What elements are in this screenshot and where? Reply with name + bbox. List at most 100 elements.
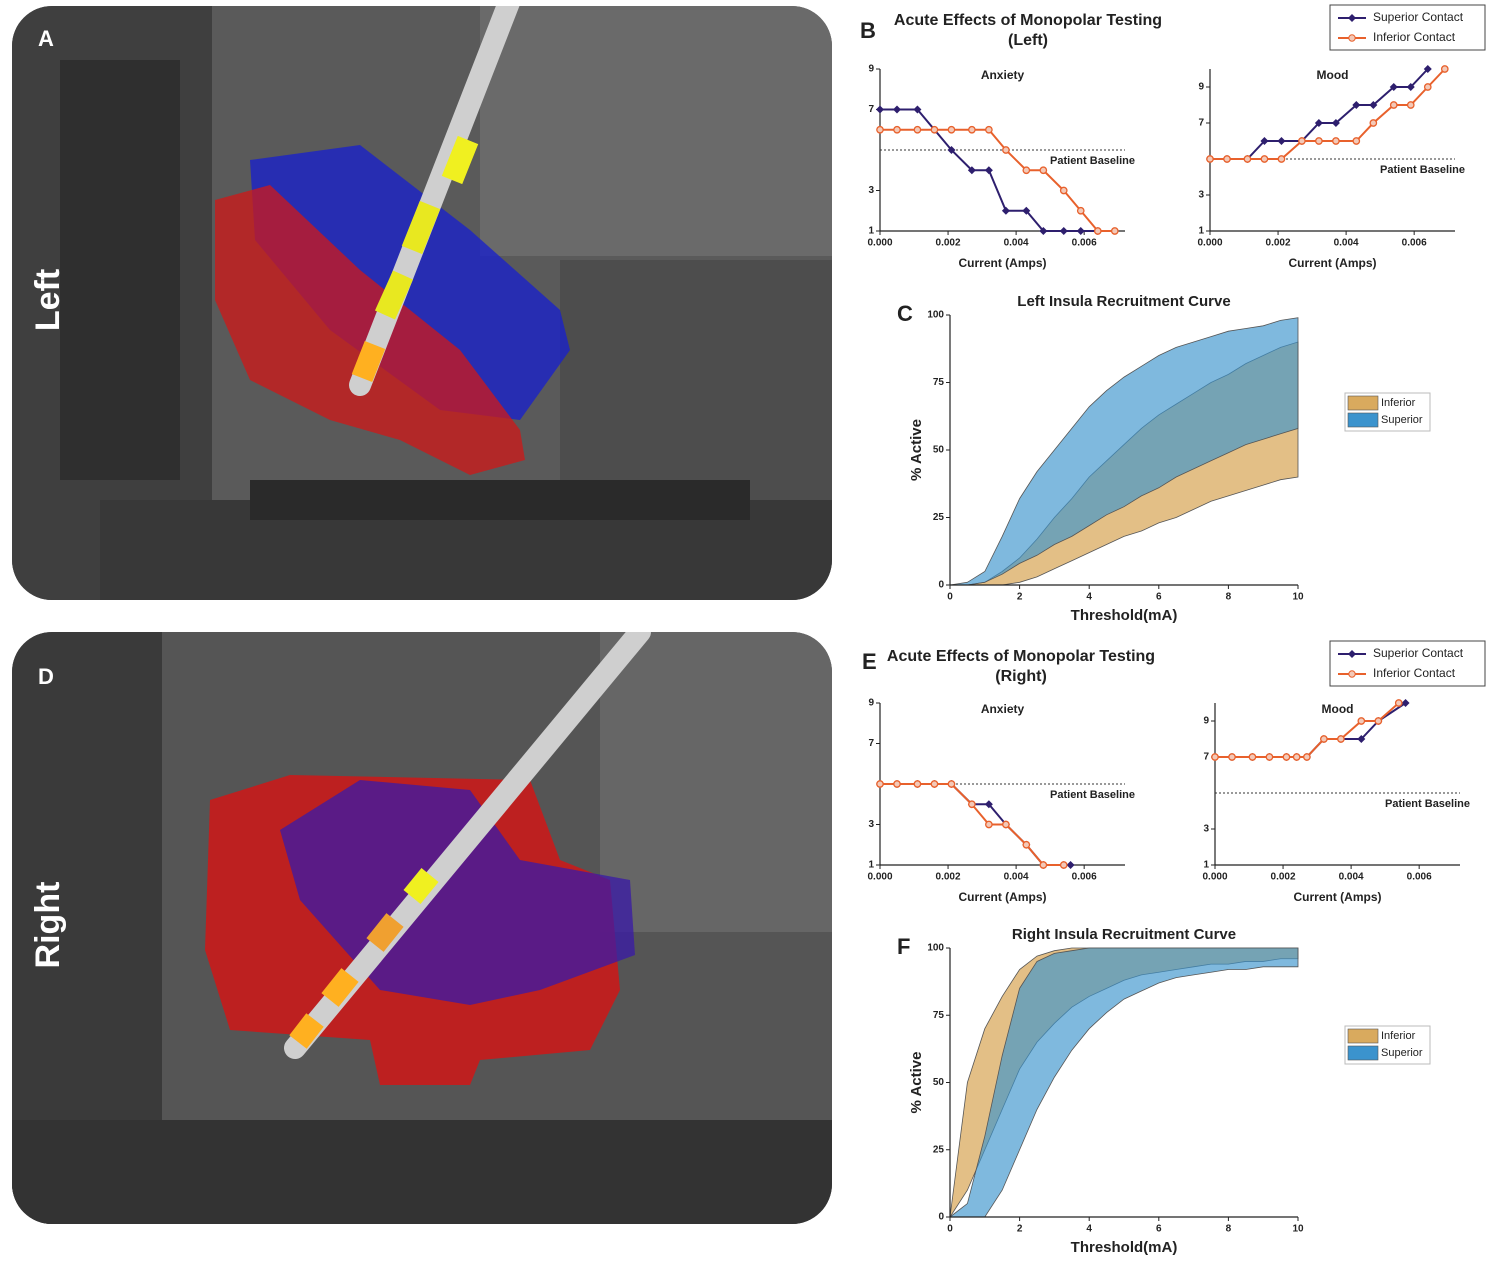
chart-title: Right Insula Recruitment Curve (1012, 926, 1236, 943)
marker (947, 146, 956, 154)
x-tick-label: 2 (1017, 592, 1023, 603)
x-tick-label: 0.002 (1271, 872, 1296, 883)
y-tick-label: 7 (868, 104, 874, 115)
marker (1039, 861, 1048, 869)
marker (1206, 155, 1214, 163)
y-tick-label: 75 (933, 1010, 945, 1021)
x-tick-label: 8 (1226, 1224, 1232, 1235)
marker (1440, 65, 1449, 73)
marker (1331, 119, 1340, 127)
x-axis-label: Current (Amps) (1288, 256, 1376, 270)
panel-label: F (897, 934, 910, 959)
side-label: Left (29, 269, 67, 331)
marker (930, 780, 939, 788)
chart-title: Anxiety (981, 702, 1025, 716)
marker (876, 105, 884, 114)
marker (1277, 155, 1286, 163)
legend-marker (1348, 14, 1356, 22)
brain-render-right (12, 632, 832, 1224)
x-tick-label: 0 (947, 592, 953, 603)
x-tick-label: 2 (1017, 1224, 1023, 1235)
y-tick-label: 3 (868, 819, 874, 830)
chart-title: Left Insula Recruitment Curve (1017, 293, 1230, 310)
marker (1282, 753, 1291, 761)
marker (1277, 137, 1286, 145)
marker (893, 780, 901, 788)
y-tick-label: 0 (938, 580, 944, 591)
y-tick-label: 1 (868, 860, 874, 871)
y-tick-label: 0 (938, 1212, 944, 1223)
x-tick-label: 0.004 (1334, 238, 1359, 249)
range-band (949, 317, 1299, 586)
y-tick-label: 9 (868, 64, 874, 75)
panel-label: B (860, 18, 876, 43)
y-tick-label: 9 (1203, 716, 1209, 727)
marker (1394, 699, 1403, 707)
marker (1265, 753, 1274, 761)
x-tick-label: 10 (1292, 592, 1304, 603)
x-tick-label: 0.000 (1202, 872, 1227, 883)
marker (1260, 155, 1269, 163)
y-tick-label: 75 (933, 377, 945, 388)
y-tick-label: 3 (1203, 824, 1209, 835)
marker (1352, 137, 1361, 145)
marker (1406, 83, 1415, 91)
x-tick-label: 0.004 (1004, 872, 1029, 883)
marker (1298, 137, 1306, 145)
legend-swatch (1347, 1028, 1379, 1044)
x-tick-label: 0.006 (1072, 872, 1097, 883)
x-axis-label: Threshold(mA) (1071, 607, 1178, 624)
baseline-label: Patient Baseline (1050, 155, 1135, 167)
marker (1315, 137, 1323, 145)
y-axis-label: % Active (908, 419, 925, 481)
marker (1423, 65, 1432, 73)
legend-box (1329, 4, 1486, 51)
marker (1223, 155, 1231, 163)
x-tick-label: 10 (1292, 1224, 1304, 1235)
y-tick-label: 9 (868, 698, 874, 709)
y-tick-label: 7 (1198, 118, 1204, 129)
marker (1389, 101, 1398, 109)
x-tick-label: 0.000 (867, 238, 892, 249)
y-tick-label: 1 (868, 226, 874, 237)
marker (1369, 101, 1378, 109)
marker (1389, 83, 1398, 91)
legend-label: Inferior Contact (1373, 666, 1456, 680)
marker (876, 780, 884, 788)
x-tick-label: 4 (1086, 1224, 1092, 1235)
marker (876, 125, 884, 134)
y-tick-label: 7 (1203, 752, 1209, 763)
series-line (1215, 702, 1407, 758)
marker (1352, 101, 1361, 109)
marker (984, 800, 993, 809)
marker (985, 125, 993, 134)
x-tick-label: 0.004 (1339, 872, 1364, 883)
marker (1022, 206, 1031, 215)
marker (985, 820, 993, 829)
marker (968, 800, 976, 809)
marker (947, 125, 956, 134)
x-tick-label: 8 (1226, 592, 1232, 603)
marker (893, 125, 901, 134)
marker (967, 166, 976, 175)
x-tick-label: 0.002 (936, 238, 961, 249)
marker (1369, 119, 1378, 127)
marker (893, 105, 902, 114)
y-axis-label: % Active (908, 1052, 925, 1114)
y-tick-label: 1 (1203, 860, 1209, 871)
chart-title: Anxiety (981, 68, 1025, 82)
y-tick-label: 25 (933, 1144, 945, 1155)
group-title: (Left) (1008, 32, 1048, 49)
marker (1093, 227, 1102, 235)
x-tick-label: 6 (1156, 592, 1162, 603)
x-tick-label: 0.006 (1402, 238, 1427, 249)
series-line (880, 783, 1064, 866)
x-tick-label: 0.002 (936, 872, 961, 883)
marker (1059, 186, 1068, 195)
x-tick-label: 0.006 (1407, 872, 1432, 883)
baseline-label: Patient Baseline (1385, 798, 1470, 810)
marker (1002, 146, 1010, 154)
legend-swatch (1347, 1045, 1379, 1061)
marker (1374, 717, 1383, 725)
group-title: Acute Effects of Monopolar Testing (887, 648, 1155, 665)
